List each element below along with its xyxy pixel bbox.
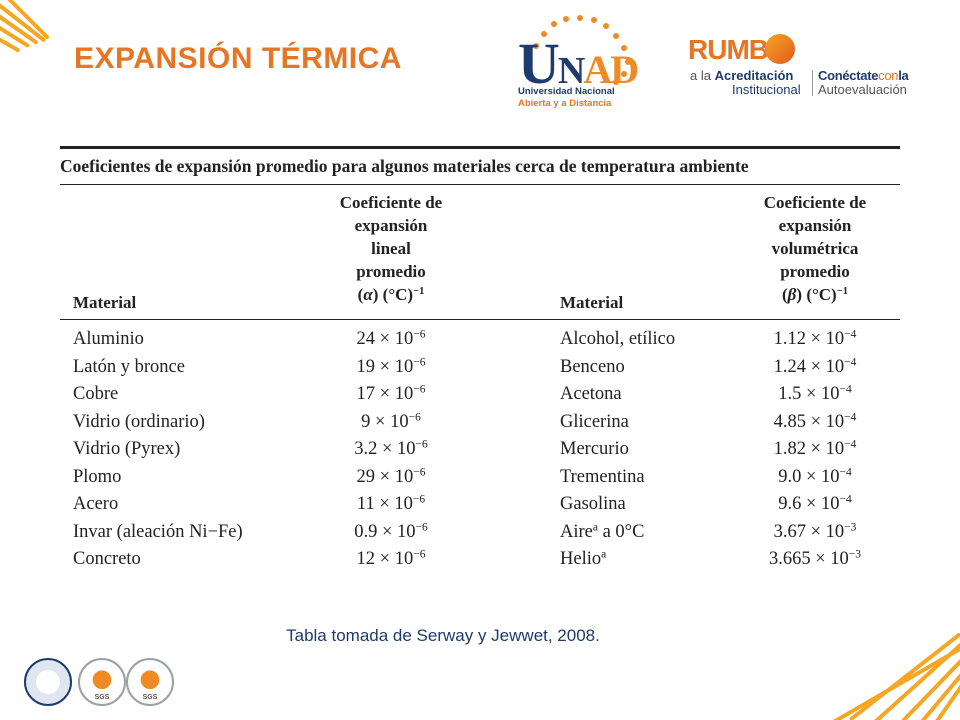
material-name: Mercurio	[560, 439, 629, 459]
rumbo-line-4: Autoevaluación	[818, 82, 907, 97]
unad-dots-icon	[533, 15, 631, 85]
linear-coefficient: 12 × 10−6	[356, 548, 426, 569]
rumbo-wordmark: RUMB	[688, 34, 769, 65]
material-name: Plomo	[73, 466, 122, 487]
header-volumetric-coefficient: Coeficiente de expansión volumétrica pro…	[763, 193, 867, 304]
material-name: Latón y bronce	[73, 356, 185, 377]
linear-coefficient: 24 × 10−6	[356, 328, 426, 349]
rumbo-line-1: a la Acreditación	[690, 68, 794, 83]
volumetric-coefficient: 1.5 × 10−4	[778, 383, 852, 404]
volumetric-coefficient: 9.0 × 10−4	[778, 466, 852, 487]
volumetric-coefficient: 1.24 × 10−4	[773, 356, 857, 377]
table-row: Vidrio (Pyrex) 3.2 × 10−6 Mercurio 1.82 × 1…	[60, 439, 900, 466]
table-row: Concreto 12 × 10−6 Helioa 3.665 × 10−3	[60, 549, 900, 576]
material-name: Acetona	[560, 384, 622, 404]
logo-divider	[812, 70, 813, 96]
table-row: Aluminio 24 × 10−6 Alcohol, etílico 1.12 × …	[60, 329, 900, 356]
table-top-rule	[60, 146, 900, 149]
unad-line-1: Universidad Nacional	[518, 86, 615, 97]
material-name: Trementina	[560, 466, 645, 487]
material-name: Concreto	[73, 549, 141, 569]
material-name: Glicerina	[560, 411, 629, 432]
rumbo-line-2: Institucional	[732, 82, 801, 97]
material-name: Helioa	[560, 548, 607, 569]
material-name: Aluminio	[73, 329, 144, 349]
rumbo-line-3: Conéctateconla	[818, 68, 909, 83]
material-name: Cobre	[73, 384, 119, 404]
volumetric-coefficient: 4.85 × 10−4	[773, 411, 857, 432]
material-name: Vidrio (Pyrex)	[73, 439, 181, 459]
material-name: Alcohol, etílico	[560, 329, 676, 349]
caption-rule	[60, 184, 900, 185]
linear-coefficient: 11 × 10−6	[356, 493, 426, 514]
table-caption: Coeficientes de expansión promedio para …	[60, 156, 749, 176]
colombia-seal-icon	[24, 658, 72, 706]
linear-coefficient: 9 × 10−6	[361, 411, 421, 432]
header-rule	[60, 319, 900, 320]
material-name: Gasolina	[560, 494, 626, 514]
source-citation: Tabla tomada de Serway y Jewwet, 2008.	[286, 626, 600, 645]
globe-icon	[765, 34, 795, 64]
header-material-2: Material	[560, 293, 624, 312]
header-material-1: Material	[73, 293, 137, 312]
slide-title: EXPANSIÓN TÉRMICA	[74, 42, 402, 75]
header-linear-coefficient: Coeficiente de expansión lineal promedio…	[339, 193, 443, 304]
unad-logo: UNAD Universidad Nacional Abierta y a Di…	[518, 14, 643, 109]
volumetric-coefficient: 3.67 × 10−3	[773, 521, 857, 542]
unad-line-2: Abierta y a Distancia	[518, 98, 612, 109]
linear-coefficient: 0.9 × 10−6	[354, 521, 428, 542]
linear-coefficient: 3.2 × 10−6	[354, 438, 428, 459]
table-row: Invar (aleación Ni−Fe) 0.9 × 10−6 Airea a …	[60, 521, 900, 549]
linear-coefficient: 29 × 10−6	[356, 466, 426, 487]
table-row: Acero 11 × 10−6 Gasolina 9.6 × 10−4	[60, 494, 900, 521]
volumetric-coefficient: 1.82 × 10−4	[773, 438, 857, 459]
volumetric-coefficient: 9.6 × 10−4	[778, 493, 852, 514]
material-name: Acero	[73, 494, 119, 514]
material-name: Invar (aleación Ni−Fe)	[73, 521, 243, 542]
sgs-certification-icon: SGS	[78, 658, 126, 706]
volumetric-coefficient: 1.12 × 10−4	[773, 328, 857, 349]
decorative-rays-top-left	[0, 0, 75, 75]
table-row: Cobre 17 × 10−6 Acetona 1.5 × 10−4	[60, 384, 900, 411]
sgs-certification-icon: SGS	[126, 658, 174, 706]
table-row: Vidrio (ordinario) 9 × 10−6 Glicerina 4.85 …	[60, 411, 900, 439]
volumetric-coefficient: 3.665 × 10−3	[768, 548, 861, 569]
material-name: Benceno	[560, 356, 625, 377]
linear-coefficient: 19 × 10−6	[356, 356, 426, 377]
linear-coefficient: 17 × 10−6	[356, 383, 426, 404]
table-row: Plomo 29 × 10−6 Trementina 9.0 × 10−4	[60, 466, 900, 494]
material-name: Vidrio (ordinario)	[73, 411, 205, 432]
material-name: Airea a 0°C	[560, 521, 645, 542]
rumbo-logo: RUMB a la Acreditación Institucional Con…	[688, 34, 928, 104]
table-row: Latón y bronce 19 × 10−6 Benceno 1.24 × 10−…	[60, 356, 900, 384]
unad-wordmark: UNAD	[518, 31, 639, 96]
